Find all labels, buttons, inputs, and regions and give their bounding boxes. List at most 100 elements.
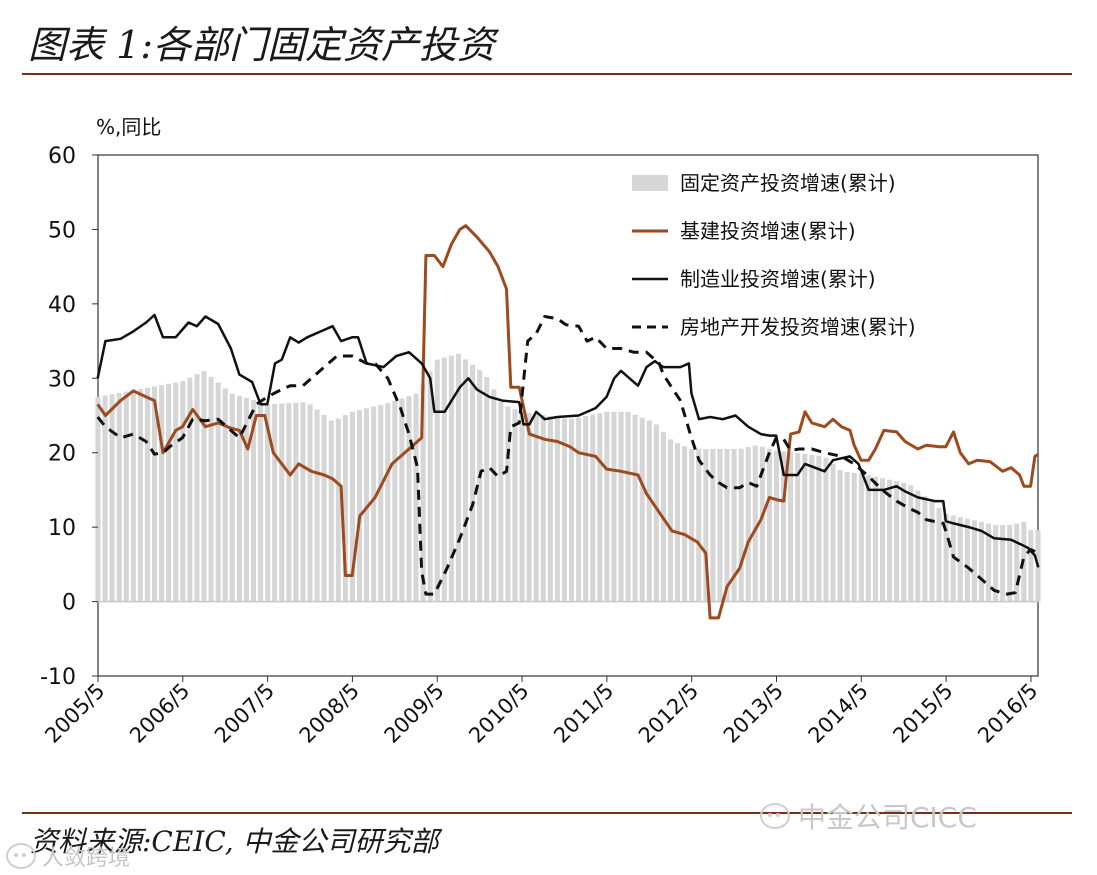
y-axis-label: %,同比 (96, 115, 161, 139)
bar-fixed-asset (328, 420, 334, 602)
bar-fixed-asset (731, 448, 737, 602)
bar-fixed-asset (781, 451, 787, 602)
bar-fixed-asset (406, 396, 412, 602)
bar-fixed-asset (222, 388, 228, 602)
bar-fixed-asset (978, 521, 984, 602)
bar-fixed-asset (470, 364, 476, 602)
watermark-cicc: 中金公司CICC (760, 796, 977, 836)
bar-fixed-asset (455, 353, 461, 602)
bar-fixed-asset (703, 448, 709, 602)
bar-fixed-asset (583, 416, 589, 602)
bar-fixed-asset (816, 455, 822, 602)
bar-fixed-asset (526, 412, 532, 602)
bar-fixed-asset (116, 392, 122, 602)
bar-fixed-asset (265, 404, 271, 602)
x-tick-label: 2006/5 (125, 679, 194, 748)
x-tick-label: 2014/5 (804, 679, 873, 748)
bar-fixed-asset (710, 448, 716, 602)
bar-fixed-asset (279, 403, 285, 602)
bar-fixed-asset (1028, 530, 1034, 602)
x-tick-label: 2015/5 (888, 679, 957, 748)
legend-label-fixed: 固定资产投资增速(累计) (680, 171, 896, 195)
bar-fixed-asset (646, 420, 652, 602)
bar-fixed-asset (180, 381, 186, 602)
bar-fixed-asset (236, 395, 242, 602)
y-tick-label: -10 (40, 665, 76, 690)
bar-fixed-asset (420, 383, 426, 602)
watermark-cicc-text: 中金公司CICC (798, 801, 977, 834)
page-title: 图表 1:各部门固定资产投资 (28, 23, 496, 67)
title-rule (22, 73, 1072, 75)
bar-fixed-asset (653, 424, 659, 602)
bar-fixed-asset (568, 418, 575, 602)
bar-fixed-asset (166, 383, 172, 602)
bar-fixed-asset (540, 415, 546, 602)
bar-fixed-asset (1014, 523, 1020, 602)
bar-fixed-asset (194, 374, 200, 602)
bar-fixed-asset (173, 382, 179, 602)
bar-fixed-asset (441, 357, 447, 602)
bar-fixed-asset (385, 403, 391, 602)
bar-fixed-asset (689, 448, 695, 602)
bar-fixed-asset (547, 416, 553, 602)
y-tick-label: 10 (48, 516, 76, 541)
x-tick-label: 2010/5 (464, 679, 533, 748)
x-axis: 2005/5 2006/5 2007/5 2008/5 2009/5 2010/5 2011… (40, 676, 1042, 748)
bar-fixed-asset (434, 359, 440, 602)
bars-layer (95, 353, 1041, 602)
bar-fixed-asset (908, 485, 914, 602)
line-real-estate (96, 315, 1039, 596)
bar-fixed-asset (293, 402, 299, 602)
bar-fixed-asset (915, 490, 921, 602)
bar-fixed-asset (215, 382, 221, 602)
bar-fixed-asset (844, 471, 850, 602)
bar-fixed-asset (618, 411, 624, 602)
bar-fixed-asset (151, 386, 158, 602)
bar-fixed-asset (809, 454, 815, 602)
bar-fixed-asset (802, 453, 808, 602)
bar-fixed-asset (413, 393, 419, 602)
bar-fixed-asset (491, 389, 497, 602)
bar-fixed-asset (632, 414, 638, 602)
bar-fixed-asset (639, 417, 645, 602)
bar-fixed-asset (872, 476, 878, 602)
x-tick-label: 2007/5 (210, 679, 279, 748)
bar-fixed-asset (208, 376, 214, 602)
bar-fixed-asset (604, 411, 610, 602)
x-tick-label: 2012/5 (634, 679, 703, 748)
bar-fixed-asset (399, 398, 405, 602)
lines-layer (96, 224, 1040, 620)
bar-fixed-asset (837, 470, 843, 602)
y-tick-label: 60 (48, 144, 76, 169)
bar-fixed-asset (879, 478, 886, 602)
bar-fixed-asset (773, 450, 780, 602)
bar-fixed-asset (371, 406, 377, 602)
bar-fixed-asset (675, 443, 681, 602)
bar-fixed-asset (130, 390, 136, 602)
source-note: 资料来源:CEIC, 中金公司研究部 (30, 825, 439, 858)
bar-fixed-asset (795, 453, 801, 602)
bar-fixed-asset (922, 496, 928, 602)
x-tick-label: 2008/5 (295, 679, 364, 748)
bar-fixed-asset (258, 402, 264, 602)
y-tick-label: 0 (62, 591, 76, 616)
bar-fixed-asset (667, 439, 674, 602)
wechat-icon (760, 803, 790, 829)
bar-fixed-asset (137, 389, 143, 602)
bar-fixed-asset (766, 448, 772, 602)
bar-fixed-asset (505, 406, 511, 602)
y-tick-label: 20 (48, 442, 76, 467)
bar-fixed-asset (554, 417, 560, 602)
bar-fixed-asset (830, 463, 836, 602)
bar-fixed-asset (272, 403, 278, 602)
bar-fixed-asset (286, 403, 292, 602)
bar-fixed-asset (462, 359, 469, 602)
bar-fixed-asset (597, 413, 603, 602)
legend: 固定资产投资增速(累计) 基建投资增速(累计) 制造业投资增速(累计) 房地产开… (632, 171, 916, 339)
bar-fixed-asset (738, 448, 744, 602)
x-tick-label: 2011/5 (549, 679, 618, 748)
bar-fixed-asset (865, 475, 871, 602)
bar-fixed-asset (887, 479, 893, 602)
line-infrastructure (96, 224, 1040, 620)
bar-fixed-asset (250, 400, 257, 602)
